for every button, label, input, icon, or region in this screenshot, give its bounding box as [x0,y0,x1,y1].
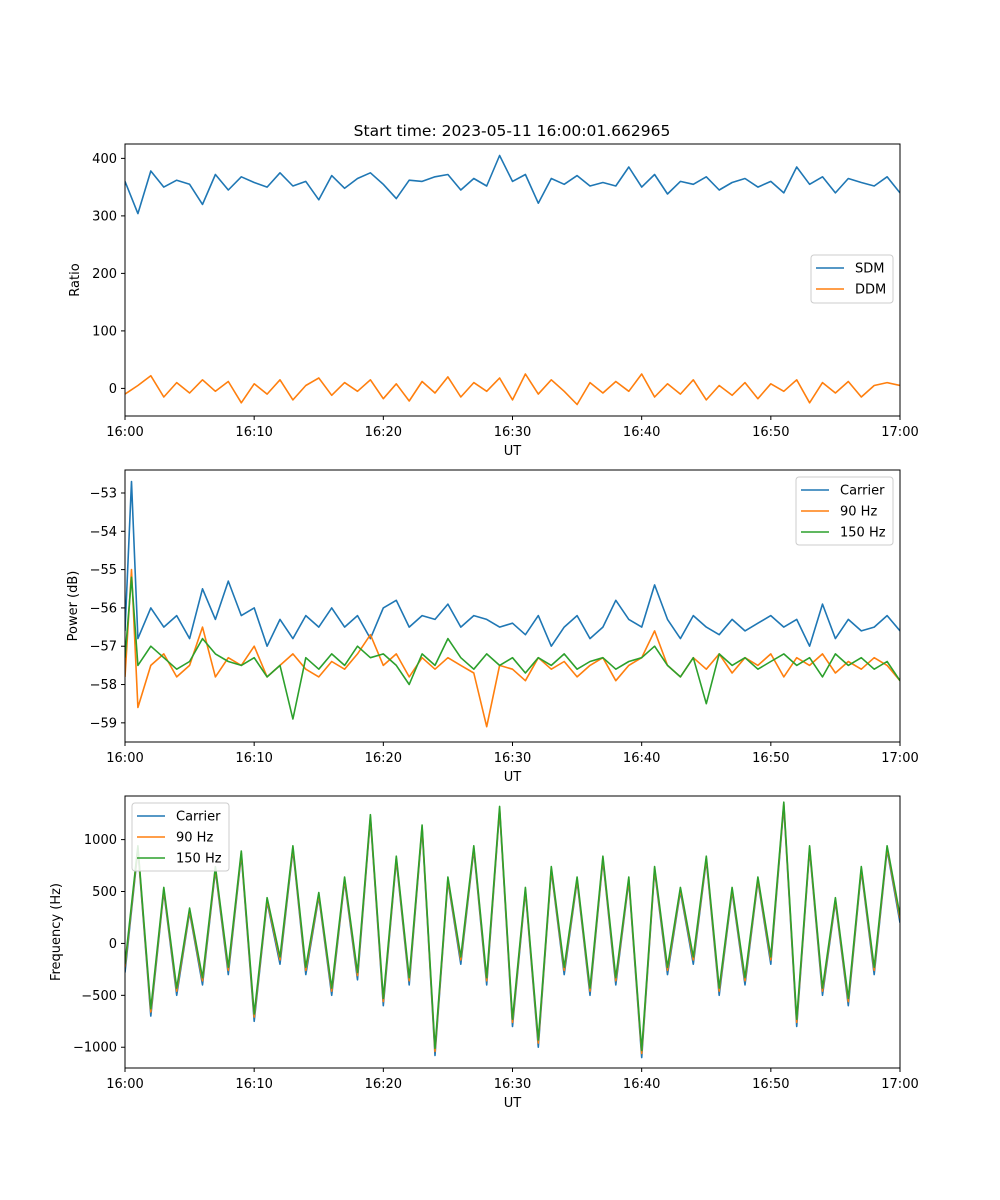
y-tick-label: −59 [90,716,117,731]
x-tick-label: 16:20 [365,751,402,766]
x-tick-label: 17:00 [881,425,918,440]
y-axis-label: Ratio [68,263,83,296]
y-tick-label: 500 [92,885,117,900]
y-tick-label: −500 [81,989,117,1004]
y-tick-label: −53 [90,486,117,501]
x-tick-label: 16:30 [494,1077,531,1092]
panel-2: 16:00 16:10 16:20 16:30 16:40 16:50 17:00 −53 −5… [66,469,919,785]
y-tick-label: 1000 [84,833,117,848]
series-line-1 [125,805,900,1059]
x-tick-label: 17:00 [881,1077,918,1092]
x-tick-label: 16:10 [235,751,272,766]
legend-label: SDM [855,262,884,277]
axes-frame [124,143,901,417]
legend: SDM DDM [810,254,894,304]
x-tick-label: 16:00 [106,1077,143,1092]
x-tick-label: 16:00 [106,425,143,440]
plot-area [125,801,900,1059]
x-tick-label: 17:00 [881,751,918,766]
series-line-3 [125,576,900,720]
plot-area [125,154,900,406]
legend-label: 90 Hz [176,831,213,846]
legend-label: Carrier [176,810,221,825]
x-tick-label: 16:20 [365,1077,402,1092]
y-tick-label: −54 [90,525,117,540]
x-tick-label: 16:10 [235,1077,272,1092]
y-tick-label: −56 [90,601,117,616]
y-axis-label: Power (dB) [66,571,81,642]
legend-label: Carrier [840,484,885,499]
x-tick-label: 16:40 [623,751,660,766]
y-tick-label: 0 [109,937,117,952]
y-tick-label: −57 [90,640,117,655]
legend-label: 150 Hz [176,852,222,867]
y-tick-label: 100 [92,324,117,339]
series-line-3 [125,801,900,1052]
y-tick-label: 400 [92,152,117,167]
y-tick-label: 200 [92,267,117,282]
legend-label: DDM [855,283,886,298]
legend: Carrier 90 Hz 150 Hz [795,476,894,546]
panel-3: 16:00 16:10 16:20 16:30 16:40 16:50 17:00 1000 5… [49,795,919,1111]
legend-label: 150 Hz [840,526,886,541]
x-tick-label: 16:40 [623,425,660,440]
legend-box [810,254,894,304]
y-axis-label: Frequency (Hz) [49,883,64,981]
y-tick-label: −55 [90,563,117,578]
x-tick-label: 16:50 [752,1077,789,1092]
axes-frame [124,469,901,743]
x-tick-label: 16:20 [365,425,402,440]
y-tick-label: −58 [90,678,117,693]
x-tick-label: 16:30 [494,425,531,440]
series-line-2 [125,568,900,728]
series-line-2 [125,373,900,406]
x-tick-label: 16:50 [752,425,789,440]
x-tick-label: 16:50 [752,751,789,766]
legend: Carrier 90 Hz 150 Hz [131,802,230,872]
panels: 16:00 16:10 16:20 16:30 16:40 16:50 17:00 400 30… [49,143,919,1111]
x-tick-label: 16:30 [494,751,531,766]
legend-box [131,802,230,872]
series-line-1 [125,154,900,215]
y-tick-label: −1000 [73,1041,117,1056]
legend-label: 90 Hz [840,505,877,520]
y-tick-label: 300 [92,209,117,224]
x-tick-label: 16:10 [235,425,272,440]
x-axis-label: UT [504,1096,522,1111]
series-line-2 [125,803,900,1055]
x-axis-label: UT [504,444,522,459]
figure-title: Start time: 2023-05-11 16:00:01.662965 [354,122,671,140]
y-tick-label: 0 [109,382,117,397]
x-tick-label: 16:00 [106,751,143,766]
x-tick-label: 16:40 [623,1077,660,1092]
panel-1: 16:00 16:10 16:20 16:30 16:40 16:50 17:00 400 30… [68,143,919,459]
legend-box [795,476,894,546]
x-axis-label: UT [504,770,522,785]
series-line-1 [125,480,900,648]
plot-area [125,480,900,728]
